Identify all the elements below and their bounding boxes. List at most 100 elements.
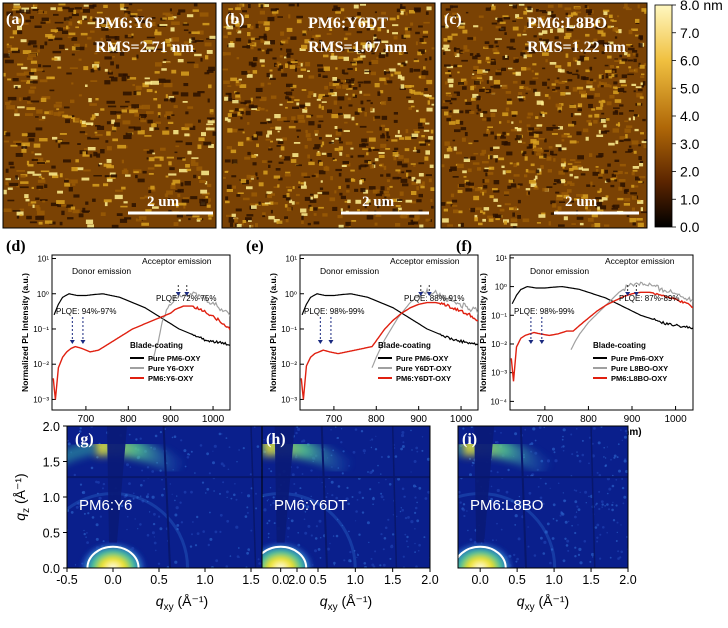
- afm-grain: [92, 18, 99, 21]
- afm-grain: [558, 147, 562, 152]
- afm-grain: [98, 162, 103, 165]
- afm-grain: [631, 140, 639, 145]
- noise-dot: [542, 552, 546, 555]
- x-axis-label: qxy (Å⁻¹): [320, 593, 372, 613]
- afm-grain: [123, 168, 128, 173]
- afm-grain: [400, 214, 408, 219]
- afm-grain: [380, 186, 385, 191]
- afm-grain: [568, 71, 573, 75]
- afm-grain: [105, 140, 109, 143]
- noise-dot: [369, 439, 371, 441]
- afm-grain: [185, 164, 190, 168]
- afm-grain: [602, 197, 608, 201]
- afm-grain: [283, 120, 290, 123]
- noise-dot: [604, 457, 607, 459]
- noise-dot: [543, 426, 545, 429]
- afm-grain: [279, 139, 283, 142]
- afm-grain: [597, 20, 601, 24]
- afm-grain: [597, 208, 604, 213]
- afm-grain: [68, 207, 72, 213]
- noise-dot: [577, 524, 579, 526]
- afm-grain: [314, 41, 318, 45]
- afm-grain: [539, 38, 542, 41]
- afm-grain: [68, 187, 73, 192]
- afm-grain: [531, 70, 534, 73]
- afm-background: [222, 3, 435, 228]
- afm-grain: [576, 131, 582, 136]
- afm-grain: [608, 76, 613, 79]
- afm-grain: [577, 164, 582, 168]
- afm-grain: [297, 135, 299, 138]
- afm-grain: [351, 116, 355, 121]
- afm-grain: [252, 162, 257, 166]
- afm-grain: [197, 144, 202, 149]
- afm-grain: [76, 167, 84, 171]
- afm-grain: [456, 151, 462, 155]
- afm-grain: [313, 213, 317, 216]
- noise-dot: [574, 500, 578, 504]
- noise-dot: [526, 503, 530, 507]
- afm-grain: [202, 22, 210, 26]
- afm-grain: [592, 185, 596, 187]
- afm-grain: [16, 211, 24, 216]
- afm-grain: [477, 69, 483, 74]
- colorbar-ticks: 8.0 nm7.06.05.04.03.02.01.00.0: [672, 0, 723, 235]
- afm-grain: [550, 14, 556, 18]
- afm-grain: [542, 11, 549, 14]
- afm-grain: [416, 199, 422, 203]
- afm-grain: [237, 26, 240, 31]
- x-tick-label: 1.0: [347, 573, 364, 587]
- afm-grain: [250, 224, 254, 228]
- afm-grain: [417, 51, 422, 56]
- noise-dot: [601, 503, 604, 506]
- afm-grain: [628, 47, 635, 51]
- afm-grain: [375, 194, 383, 197]
- afm-grain: [577, 103, 583, 108]
- afm-grain: [61, 210, 65, 216]
- noise-dot: [562, 445, 565, 448]
- afm-grain: [26, 215, 32, 220]
- afm-grain: [529, 80, 536, 85]
- afm-grain: [200, 189, 208, 194]
- noise-dot: [594, 526, 598, 529]
- noise-dot: [70, 511, 74, 514]
- afm-grain: [605, 75, 612, 79]
- noise-dot: [133, 492, 135, 495]
- afm-grain: [551, 83, 556, 86]
- scale-bar-label: 2 um: [147, 194, 180, 210]
- afm-grain: [246, 137, 250, 141]
- afm-grain: [576, 216, 584, 220]
- y-tick-label: 10⁻²: [281, 360, 297, 369]
- afm-grain: [628, 145, 632, 148]
- afm-grain: [194, 53, 202, 57]
- afm-grain: [154, 31, 162, 36]
- afm-grain: [431, 47, 435, 50]
- afm-grain: [294, 67, 297, 72]
- afm-grain: [625, 134, 628, 139]
- afm-grain: [16, 72, 26, 76]
- afm-grain: [510, 38, 515, 43]
- afm-grain: [30, 60, 38, 64]
- afm-grain: [247, 179, 252, 183]
- afm-grain: [469, 53, 474, 56]
- afm-grain: [533, 133, 539, 138]
- afm-grain: [311, 174, 316, 178]
- afm-grain: [177, 59, 184, 63]
- afm-grain: [371, 52, 375, 55]
- noise-dot: [404, 516, 408, 520]
- afm-grain: [600, 205, 607, 210]
- afm-grain: [543, 153, 547, 158]
- afm-grain: [57, 66, 62, 69]
- afm-grain: [374, 11, 377, 14]
- noise-dot: [228, 446, 231, 449]
- afm-grain: [71, 183, 76, 186]
- afm-grain: [357, 209, 360, 212]
- noise-dot: [270, 504, 272, 506]
- afm-grain: [359, 180, 363, 185]
- afm-grain: [269, 74, 273, 79]
- noise-dot: [490, 497, 493, 501]
- afm-grain: [443, 51, 446, 55]
- afm-grain: [85, 84, 88, 87]
- afm-grain: [259, 59, 265, 63]
- noise-dot: [353, 549, 356, 552]
